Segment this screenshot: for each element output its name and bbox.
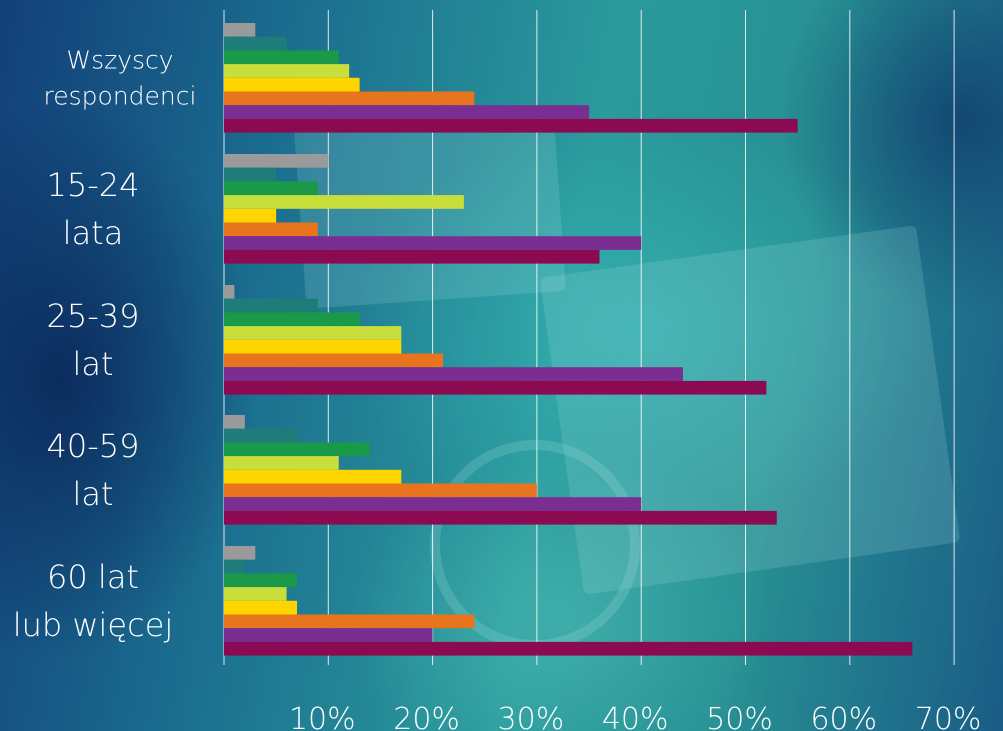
bar (224, 36, 287, 51)
bar (224, 641, 913, 656)
x-tick-label: 40% (602, 702, 669, 731)
bar (224, 600, 298, 615)
category-label-line: Wszyscy (66, 46, 173, 75)
bar (224, 353, 444, 368)
category-label: Wszyscy respondenci (44, 46, 197, 111)
bar (224, 50, 339, 65)
category-label: 40-59 lat (47, 427, 140, 513)
bar (224, 181, 318, 196)
bar (224, 195, 464, 209)
bar (224, 105, 590, 119)
bar (224, 483, 537, 498)
bar (224, 587, 287, 601)
x-tick-label: 60% (810, 702, 877, 731)
bar (224, 559, 245, 574)
bar (224, 249, 600, 264)
bar (224, 222, 318, 237)
category-label-line: 15-24 (47, 166, 140, 204)
category-label-line: 40-59 (47, 427, 140, 465)
x-tick-label: 70% (915, 702, 982, 731)
bar (224, 236, 642, 250)
bar (224, 456, 339, 470)
x-tick-label: 20% (393, 702, 460, 731)
bar (224, 380, 767, 395)
bar (224, 428, 298, 443)
bar (224, 118, 798, 133)
category-label-line: respondenci (44, 82, 197, 111)
bar (224, 298, 318, 313)
x-tick-labels: 10% 20% 30% 40% 50% 60% 70% (289, 702, 981, 731)
x-tick-label: 50% (706, 702, 773, 731)
category-label-line: 25-39 (47, 297, 140, 335)
category-label-line: 60 lat (47, 558, 139, 596)
bar (224, 23, 256, 37)
category-label-line: lata (63, 214, 124, 252)
category-label-line: lat (72, 475, 113, 513)
category-label-line: lub więcej (13, 606, 174, 644)
x-tick-label: 10% (289, 702, 356, 731)
bar (224, 91, 475, 106)
category-label: 60 lat lub więcej (13, 558, 174, 644)
bar (224, 208, 277, 223)
category-label-line: lat (72, 345, 113, 383)
bars (224, 23, 913, 656)
bar (224, 628, 433, 642)
bar (224, 312, 360, 327)
bar (224, 154, 329, 168)
bar (224, 510, 777, 525)
bar (224, 77, 360, 92)
x-tick-label: 30% (498, 702, 565, 731)
bar (224, 573, 298, 588)
bar (224, 64, 350, 78)
bar (224, 367, 683, 381)
bar (224, 339, 402, 354)
bar (224, 285, 235, 299)
bar (224, 167, 277, 182)
bar (224, 497, 642, 511)
bar (224, 469, 402, 484)
bar (224, 442, 371, 457)
bar (224, 326, 402, 340)
category-label: 25-39 lat (47, 297, 140, 383)
bar (224, 546, 256, 560)
bar (224, 415, 245, 429)
bar (224, 614, 475, 629)
category-label: 15-24 lata (47, 166, 140, 252)
